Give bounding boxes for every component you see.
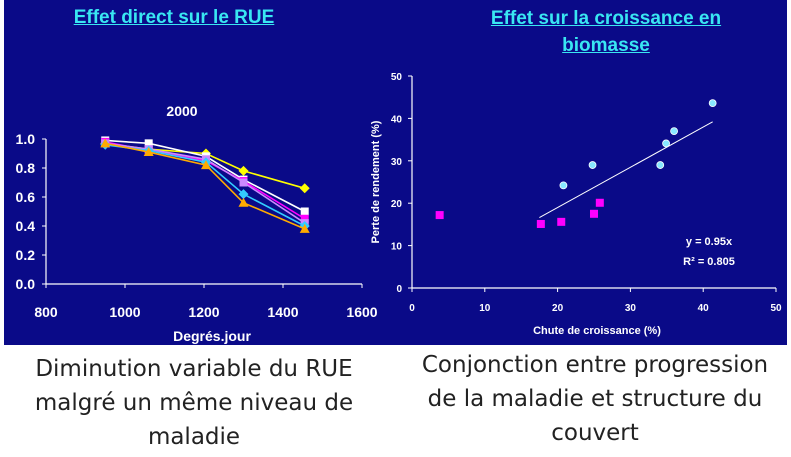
right-caption-line-3: couvert	[551, 420, 639, 446]
y-tick-label: 0.8	[16, 160, 36, 176]
x-axis-title: Chute de croissance (%)	[533, 325, 661, 337]
y-tick-label: 0	[396, 284, 402, 295]
regression-r-squared: R² = 0.805	[683, 256, 735, 268]
x-tick-label: 40	[698, 303, 710, 314]
x-tick-label: 1000	[109, 304, 140, 320]
left-caption-line-3: maladie	[147, 424, 241, 450]
right-panel-title-line-1: Effet sur la croissance en	[490, 8, 722, 29]
series-2-point	[144, 139, 153, 148]
series-2-point	[300, 207, 309, 216]
scatter-series-1-point	[662, 139, 670, 148]
y-tick-label: 10	[391, 242, 403, 253]
y-tick-label: 40	[391, 114, 403, 125]
scatter-series-1-point	[559, 181, 568, 190]
series-3-point	[300, 214, 309, 223]
y-tick-label: 20	[391, 199, 403, 210]
left-caption: Diminution variable du RUE malgré un mêm…	[14, 352, 374, 454]
left-panel-title: Effet direct sur le RUE	[73, 7, 275, 28]
right-panel-title-line-2: biomasse	[562, 35, 650, 56]
rue-line-chart: 800 1000 1200 1400 1600 0.0 0.2 0.4 0.6 0.8 1.0 Deg…	[16, 103, 378, 344]
scatter-series-2-point	[595, 198, 604, 207]
x-tick-label: 20	[552, 303, 564, 314]
x-tick-label: 800	[34, 304, 58, 320]
y-tick-label: 0.6	[16, 189, 36, 205]
regression-equation: y = 0.95x	[686, 236, 733, 248]
x-tick-label: 50	[770, 303, 782, 314]
x-tick-label: 1400	[267, 304, 298, 320]
x-tick-label: 10	[479, 303, 491, 314]
right-panel-title: Effet sur la croissance en biomasse	[456, 5, 756, 59]
y-tick-label: 0.2	[16, 247, 36, 263]
scatter-series-2-point	[557, 217, 566, 226]
right-caption: Conjonction entre progression de la mala…	[405, 348, 785, 450]
series-4-point	[239, 178, 248, 187]
y-tick-label: 0.0	[16, 276, 36, 292]
left-caption-line-2: malgré un même niveau de	[34, 390, 354, 416]
x-axis-title: Degrés.jour	[173, 328, 251, 344]
x-tick-label: 30	[625, 303, 637, 314]
scatter-series-2-point	[590, 209, 598, 218]
y-axis-title: Perte de rendement (%)	[370, 120, 382, 243]
series-6-point	[200, 160, 211, 170]
series-1-point	[299, 183, 310, 194]
scatter-series-1-point	[708, 99, 717, 108]
y-tick-label: 30	[391, 157, 403, 168]
series-6-point	[299, 223, 310, 233]
slide-background: Effet direct sur le RUE Effet sur la cro…	[4, 0, 787, 345]
y-tick-label: 1.0	[16, 131, 36, 147]
scatter-series-2-point	[435, 211, 444, 220]
scatter-series-2-point	[536, 219, 545, 228]
x-tick-label: 1600	[346, 304, 377, 320]
series-6-point	[238, 197, 249, 207]
y-tick-label: 0.4	[16, 218, 36, 234]
scatter-series-1-point	[656, 161, 665, 169]
series-1-point	[238, 165, 249, 176]
biomass-scatter-chart: 0 10 20 30 40 50 0 10 20 30 40 50 Chute de croissanc…	[370, 72, 782, 337]
right-caption-line-2: de la maladie et structure du	[427, 386, 763, 412]
series-6-point	[143, 147, 154, 157]
right-caption-line-1: Conjonction entre progression	[421, 352, 769, 378]
x-tick-label: 0	[409, 303, 415, 314]
series-6-point	[100, 138, 111, 148]
scatter-series-1-point	[588, 161, 597, 169]
left-caption-line-1: Diminution variable du RUE	[35, 356, 353, 382]
trendline	[539, 121, 713, 219]
y-tick-label: 50	[391, 72, 403, 83]
chart-annotation-year: 2000	[166, 103, 197, 119]
scatter-series-1-point	[670, 127, 678, 136]
series-5-point	[238, 189, 249, 200]
x-tick-label: 1200	[188, 304, 219, 320]
